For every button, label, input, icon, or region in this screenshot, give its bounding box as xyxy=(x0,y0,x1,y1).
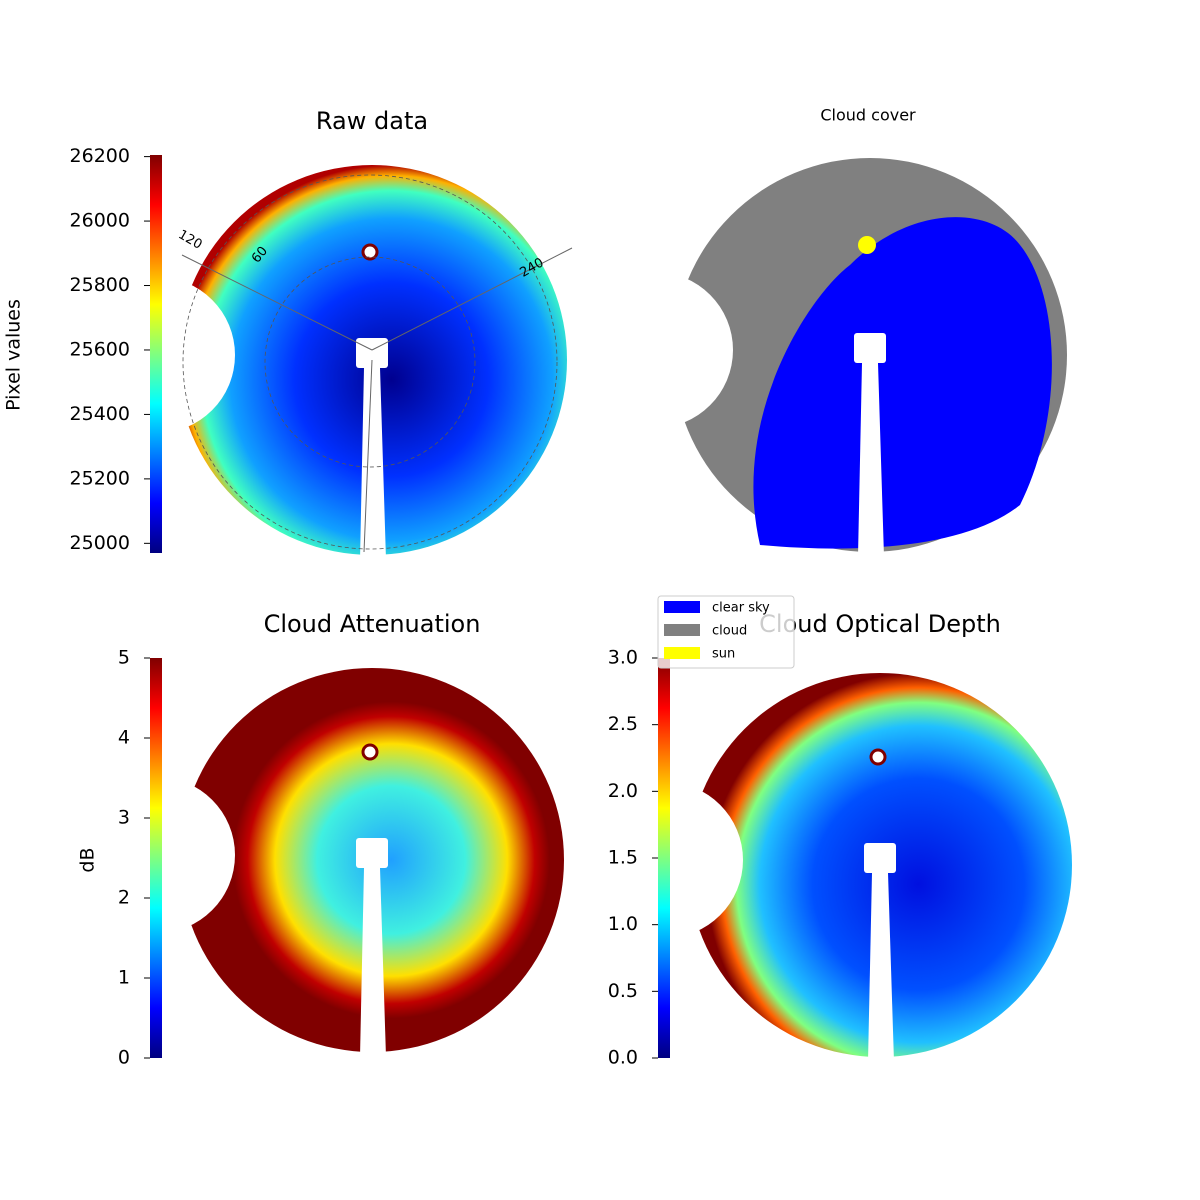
colorbar-tick-label: 26200 xyxy=(70,145,130,167)
colorbar-tick-label: 0 xyxy=(118,1047,130,1069)
colorbar xyxy=(150,155,162,553)
legend-label: sun xyxy=(712,647,735,662)
colorbar-tick-label: 26000 xyxy=(70,210,130,232)
colorbar-label: Pixel values xyxy=(3,299,25,411)
polar-ring xyxy=(264,256,476,468)
post-head xyxy=(356,838,388,868)
panel-title: Cloud Optical Depth xyxy=(759,610,1001,638)
colorbar-tick-label: 3.0 xyxy=(608,647,638,669)
polar-spoke xyxy=(363,359,373,553)
sky-image xyxy=(79,668,564,1057)
post-mask xyxy=(868,873,894,1062)
polar-spoke xyxy=(371,247,573,351)
colorbar-tick-label: 1 xyxy=(118,967,130,989)
polar-spoke xyxy=(181,254,373,351)
panel-title: Cloud Attenuation xyxy=(264,610,481,638)
polar-label: 120 xyxy=(175,227,204,252)
sun-mask xyxy=(361,243,379,261)
colorbar-tick-label: 25400 xyxy=(70,403,130,425)
legend-label: clear sky xyxy=(712,601,770,616)
legend-swatch xyxy=(664,647,700,659)
colorbar-tick-label: 25600 xyxy=(70,338,130,360)
legend: clear sky cloud sun xyxy=(657,595,795,669)
colorbar-tick-label: 0.0 xyxy=(608,1047,638,1069)
post-mask xyxy=(360,368,386,560)
legend-swatch xyxy=(664,601,700,613)
sun-mask xyxy=(869,748,887,766)
clear-sky-region xyxy=(753,217,1052,549)
post-mask xyxy=(858,363,884,557)
colorbar xyxy=(150,658,162,1058)
panel-title: Cloud cover xyxy=(820,106,916,125)
legend-swatch xyxy=(664,624,700,636)
sun-mask xyxy=(361,743,379,761)
colorbar-tick-label: 1.0 xyxy=(608,913,638,935)
post-head xyxy=(854,333,886,363)
colorbar-tick-label: 0.5 xyxy=(608,980,638,1002)
colorbar-tick-label: 5 xyxy=(118,647,130,669)
sun-marker xyxy=(858,236,876,254)
post-head xyxy=(864,843,896,873)
colorbar-tick-label: 2 xyxy=(118,887,130,909)
colorbar-tick-label: 25200 xyxy=(70,467,130,489)
sky-image xyxy=(577,158,1067,557)
colorbar-tick-label: 25800 xyxy=(70,274,130,296)
polar-ring xyxy=(182,174,558,550)
colorbar xyxy=(658,658,670,1058)
colorbar-tick-label: 1.5 xyxy=(608,847,638,869)
colorbar-label: dB xyxy=(77,847,99,872)
colorbar-tick-label: 2.0 xyxy=(608,780,638,802)
colorbar-tick-label: 25000 xyxy=(70,532,130,554)
colorbar-tick-label: 4 xyxy=(118,727,130,749)
post-mask xyxy=(360,868,386,1057)
notch-mask xyxy=(577,272,733,428)
colorbar-tick-label: 3 xyxy=(118,807,130,829)
colorbar-tick-label: 2.5 xyxy=(608,713,638,735)
legend-label: cloud xyxy=(712,624,747,639)
panel-title: Raw data xyxy=(316,107,428,135)
